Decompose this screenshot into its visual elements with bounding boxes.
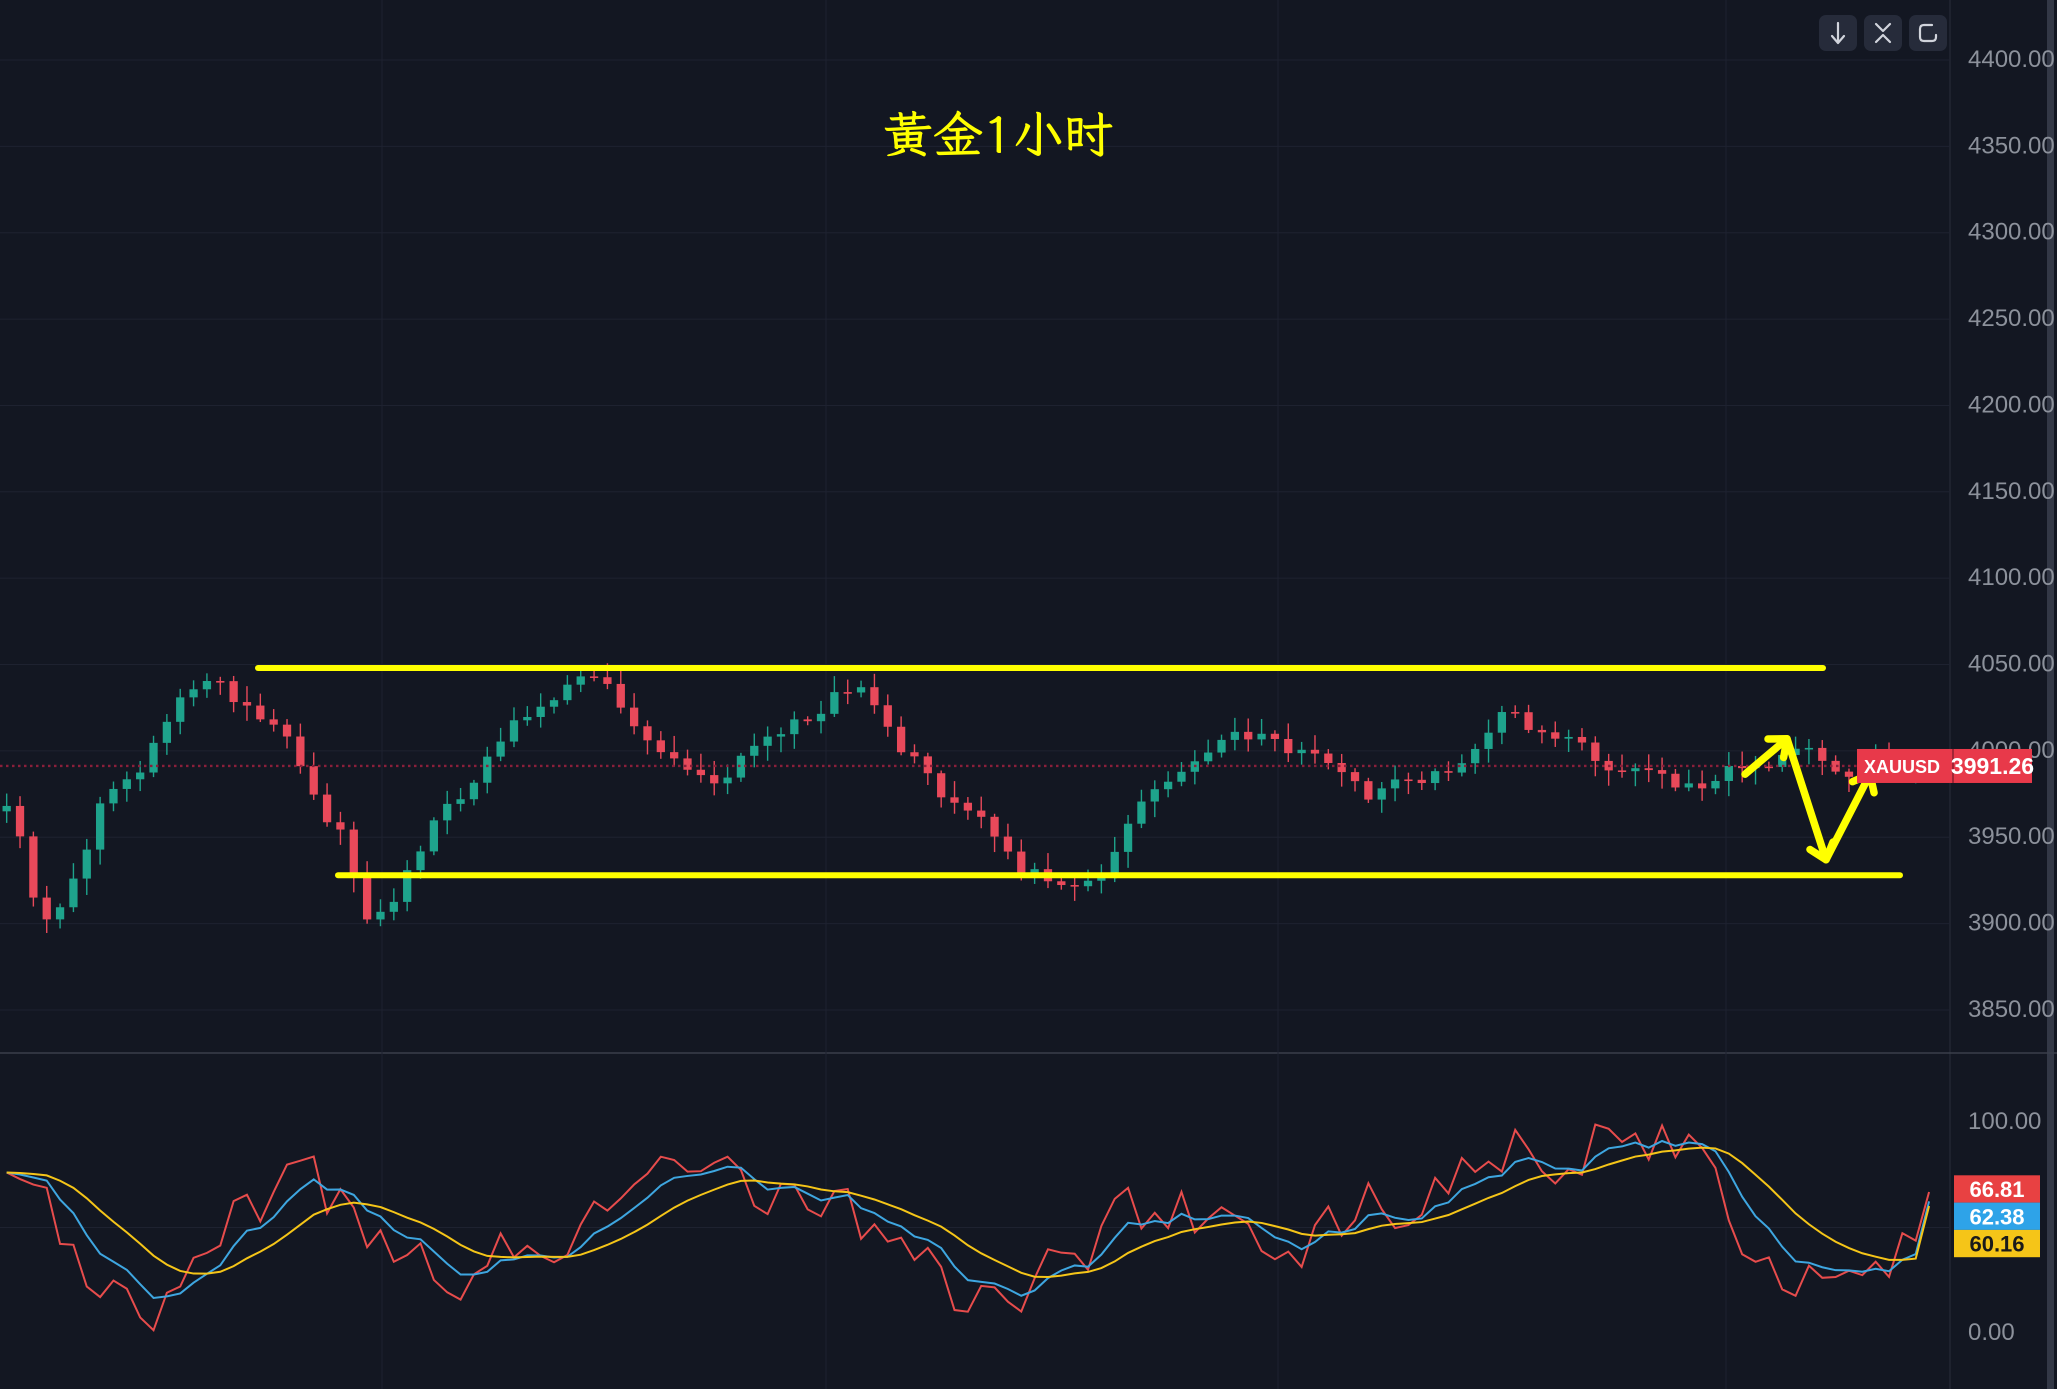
svg-text:66.81: 66.81 [1969, 1177, 2024, 1202]
svg-text:4300.00: 4300.00 [1968, 219, 2055, 246]
svg-text:黄金1小时: 黄金1小时 [883, 101, 1113, 167]
svg-text:4350.00: 4350.00 [1968, 132, 2055, 159]
svg-text:0.00: 0.00 [1968, 1319, 2015, 1346]
svg-text:4400.00: 4400.00 [1968, 46, 2055, 73]
svg-text:XAUUSD: XAUUSD [1864, 757, 1940, 777]
svg-text:3991.26: 3991.26 [1951, 753, 2034, 779]
svg-text:4050.00: 4050.00 [1968, 651, 2055, 678]
svg-text:4100.00: 4100.00 [1968, 564, 2055, 591]
svg-text:3950.00: 3950.00 [1968, 823, 2055, 850]
svg-text:3850.00: 3850.00 [1968, 996, 2055, 1023]
svg-text:4150.00: 4150.00 [1968, 478, 2055, 505]
svg-text:100.00: 100.00 [1968, 1108, 2041, 1135]
svg-text:4250.00: 4250.00 [1968, 305, 2055, 332]
svg-text:4200.00: 4200.00 [1968, 391, 2055, 418]
svg-text:62.38: 62.38 [1969, 1204, 2024, 1229]
svg-text:60.16: 60.16 [1969, 1232, 2024, 1257]
svg-text:3900.00: 3900.00 [1968, 910, 2055, 937]
